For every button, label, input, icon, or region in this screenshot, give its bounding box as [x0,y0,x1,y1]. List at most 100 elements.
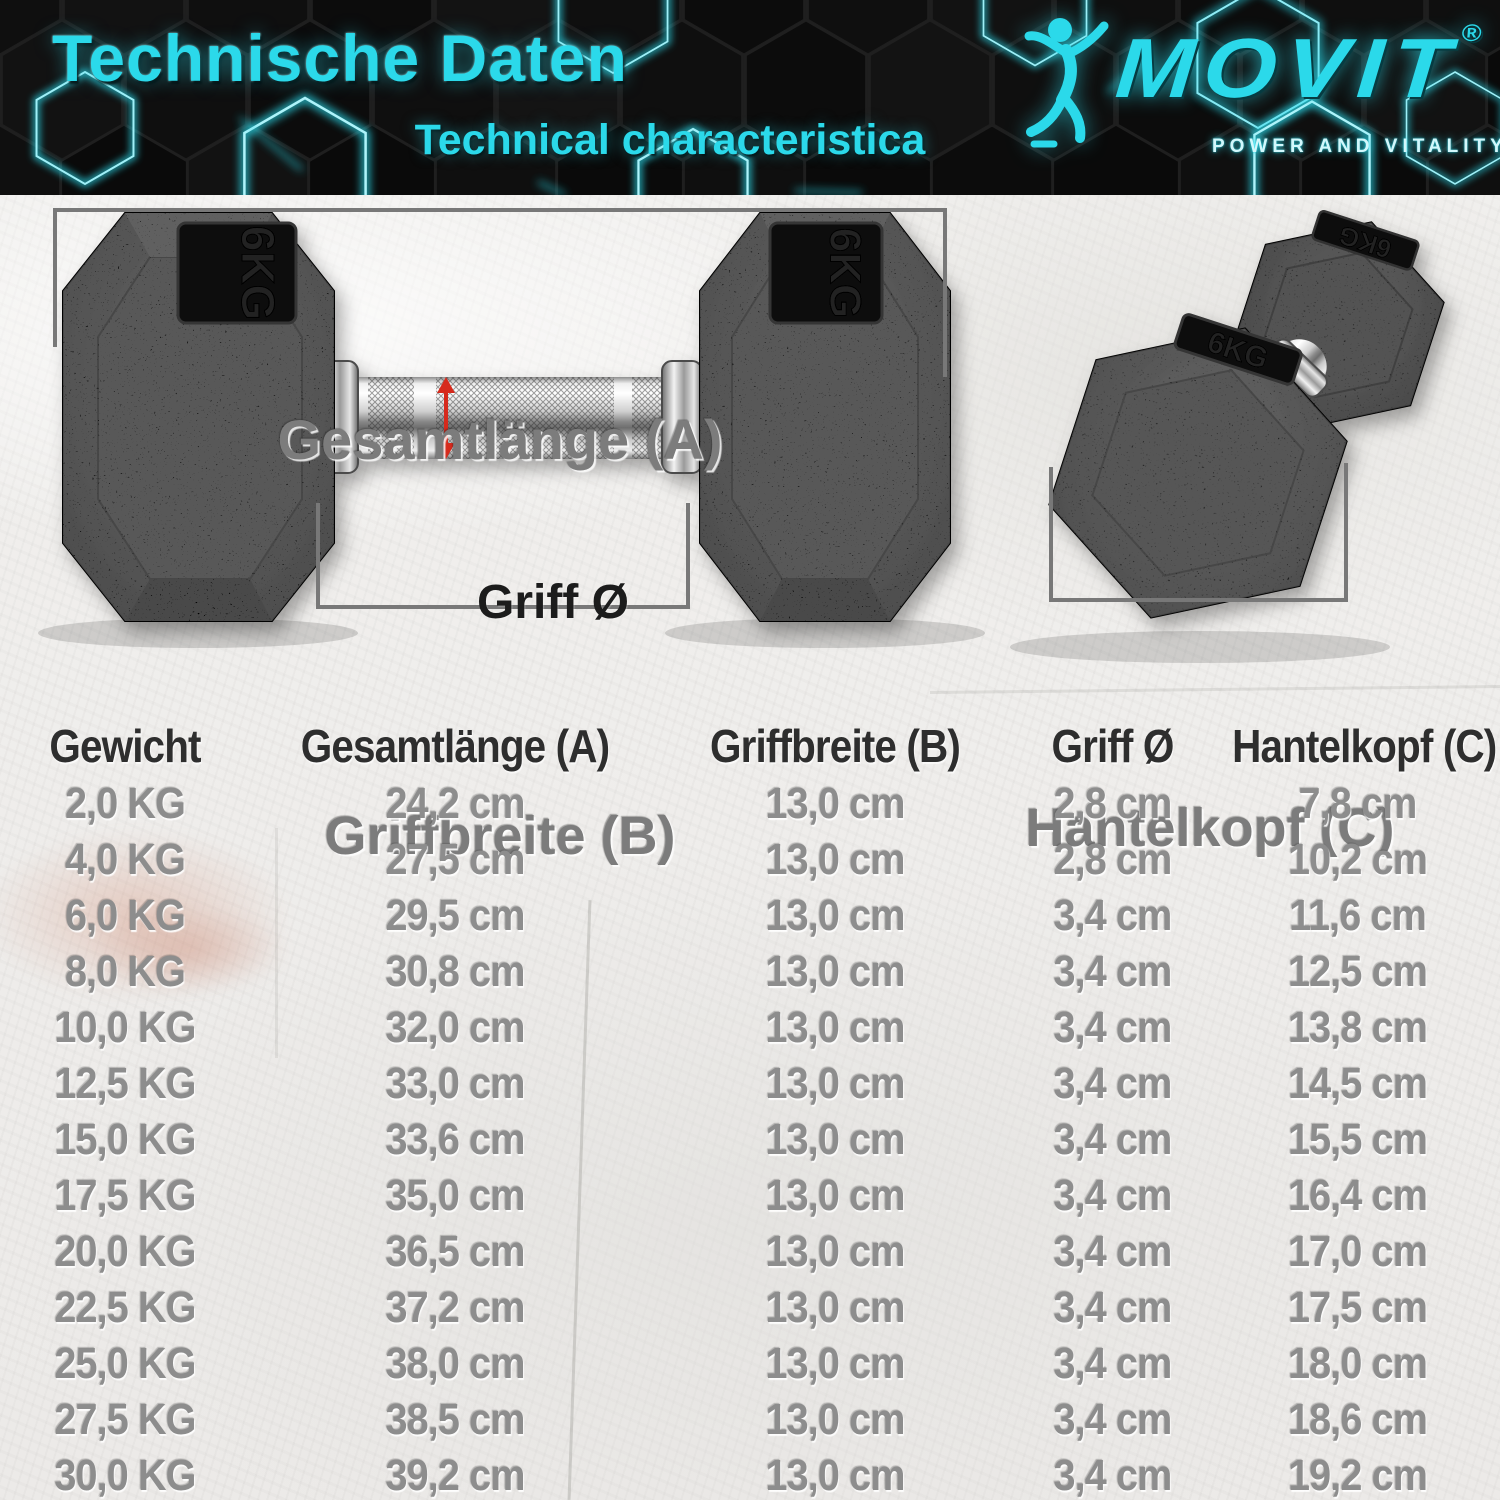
table-cell-grip-width: 13,0 cm [765,1395,905,1444]
label-grip-width: Griffbreite (B) [324,806,676,866]
page-subtitle: Technical characteristica [414,116,926,164]
table-cell-weight: 27,5 KG [54,1395,196,1444]
table-cell-grip-diameter: 2,8 cm [1053,779,1173,828]
table-cell-weight: 8,0 KG [64,947,186,996]
weight-plate-left [176,221,298,325]
weight-embossing: 6KG [232,226,284,321]
page-title: Technische Daten [52,21,628,95]
table-cell-weight: 4,0 KG [64,835,186,884]
wall-seam [275,828,278,1058]
table-cell-grip-width: 13,0 cm [765,1227,905,1276]
diagram-area: 6KG 6KG [0,195,1500,866]
table-cell-head-size: 14,5 cm [1287,1059,1428,1108]
table-cell-weight: 20,0 KG [54,1227,196,1276]
weight-plate-front [1173,313,1303,386]
weight-embossing: 6KG [820,228,869,318]
table-cell-grip-width: 13,0 cm [765,1115,905,1164]
header-banner: Technische Daten Technical characteristi… [0,0,1500,195]
column-header-total-length: Gesamtlänge (A) [300,720,610,772]
table-row: 2,0 KG 24,2 cm 13,0 cm 2,8 cm 7,8 cm [0,776,1500,832]
table-cell-grip-width: 13,0 cm [765,1451,905,1500]
table-cell-grip-diameter: 3,4 cm [1053,1283,1173,1332]
table-cell-head-size: 18,6 cm [1287,1395,1428,1444]
table-cell-grip-diameter: 3,4 cm [1053,1395,1173,1444]
brand-name: MOVIT® [1112,20,1483,117]
movit-figure-icon [1024,18,1109,148]
movit-logo: MOVIT® POWER AND VITALITY [1020,14,1500,184]
brand-text: MOVIT [1112,21,1463,115]
table-cell-total-length: 39,2 cm [385,1451,525,1500]
column-header-grip-width: Griffbreite (B) [710,720,961,772]
table-row: 12,5 KG 33,0 cm 13,0 cm 3,4 cm 14,5 cm [0,1056,1500,1112]
label-grip-diameter: Griff Ø [477,576,629,629]
table-cell-total-length: 29,5 cm [385,891,525,940]
registered-mark: ® [1460,20,1483,47]
table-cell-grip-width: 13,0 cm [765,1059,905,1108]
table-cell-weight: 30,0 KG [54,1451,196,1500]
shadow [665,618,985,648]
table-cell-total-length: 30,8 cm [385,947,525,996]
table-row: 17,5 KG 35,0 cm 13,0 cm 3,4 cm 16,4 cm [0,1168,1500,1224]
table-cell-grip-diameter: 3,4 cm [1053,1115,1173,1164]
bracket-head-size-c [1049,463,1348,602]
table-cell-total-length: 36,5 cm [385,1227,525,1276]
table-cell-head-size: 7,8 cm [1298,779,1418,828]
dumbbell-front-view: 6KG 6KG [1048,210,1445,619]
table-cell-grip-width: 13,0 cm [765,1339,905,1388]
bracket-grip-width-b [316,503,690,609]
column-header-head-size: Hantelkopf (C) [1232,720,1497,772]
table-cell-head-size: 19,2 cm [1287,1451,1428,1500]
label-total-length: Gesamtlänge (A) [277,408,723,471]
table-rows: 2,0 KG 24,2 cm 13,0 cm 2,8 cm 7,8 cm 4,0… [0,776,1500,1500]
table-row: 25,0 KG 38,0 cm 13,0 cm 3,4 cm 18,0 cm [0,1336,1500,1392]
shadow [1010,631,1390,663]
table-cell-grip-width: 13,0 cm [765,835,905,884]
grip-diameter-arrow [437,377,455,459]
table-row: 22,5 KG 37,2 cm 13,0 cm 3,4 cm 17,5 cm [0,1280,1500,1336]
table-row: 8,0 KG 30,8 cm 13,0 cm 3,4 cm 12,5 cm [0,944,1500,1000]
table-cell-head-size: 13,8 cm [1287,1003,1428,1052]
column-header-grip-diameter: Griff Ø [1051,720,1174,772]
table-row: 15,0 KG 33,6 cm 13,0 cm 3,4 cm 15,5 cm [0,1112,1500,1168]
table-cell-head-size: 17,0 cm [1287,1227,1428,1276]
table-cell-total-length: 38,0 cm [385,1339,525,1388]
table-cell-weight: 12,5 KG [54,1059,196,1108]
table-cell-grip-width: 13,0 cm [765,779,905,828]
dumbbell-side-view: 6KG 6KG [62,212,951,622]
weight-plate-right [768,221,884,325]
hexagon-glow-lines [239,58,1149,195]
table-cell-grip-diameter: 2,8 cm [1053,835,1173,884]
wall-brick-patch [90,905,290,995]
table-cell-grip-diameter: 3,4 cm [1053,1451,1173,1500]
table-row: 6,0 KG 29,5 cm 13,0 cm 3,4 cm 11,6 cm [0,888,1500,944]
table-row: 10,0 KG 32,0 cm 13,0 cm 3,4 cm 13,8 cm [0,1000,1500,1056]
table-cell-grip-width: 13,0 cm [765,1283,905,1332]
table-cell-head-size: 16,4 cm [1287,1171,1428,1220]
table-row: 4,0 KG 27,5 cm 13,0 cm 2,8 cm 10,2 cm [0,832,1500,888]
table-header-row: Gewicht Gesamtlänge (A) Griffbreite (B) … [0,716,1500,776]
table-cell-grip-diameter: 3,4 cm [1053,947,1173,996]
table-cell-weight: 2,0 KG [64,779,186,828]
table-cell-grip-width: 13,0 cm [765,947,905,996]
dumbbell-head-left: 6KG [62,212,335,622]
table-cell-weight: 10,0 KG [54,1003,196,1052]
spec-table: Gewicht Gesamtlänge (A) Griffbreite (B) … [0,716,1500,1500]
table-cell-total-length: 27,5 cm [385,835,525,884]
table-cell-weight: 15,0 KG [54,1115,196,1164]
table-cell-grip-width: 13,0 cm [765,1171,905,1220]
hexagon-background [0,0,1500,195]
table-cell-head-size: 11,6 cm [1289,891,1427,940]
table-cell-total-length: 33,0 cm [385,1059,525,1108]
column-header-weight: Gewicht [49,720,201,772]
table-cell-grip-width: 13,0 cm [765,891,905,940]
table-cell-total-length: 33,6 cm [385,1115,525,1164]
bracket-total-length-a [53,208,947,377]
table-cell-grip-diameter: 3,4 cm [1053,1171,1173,1220]
table-row: 30,0 KG 39,2 cm 13,0 cm 3,4 cm 19,2 cm [0,1448,1500,1500]
table-cell-grip-diameter: 3,4 cm [1053,891,1173,940]
table-cell-weight: 22,5 KG [54,1283,196,1332]
table-cell-weight: 25,0 KG [54,1339,196,1388]
table-row: 27,5 KG 38,5 cm 13,0 cm 3,4 cm 18,6 cm [0,1392,1500,1448]
table-cell-grip-diameter: 3,4 cm [1053,1227,1173,1276]
